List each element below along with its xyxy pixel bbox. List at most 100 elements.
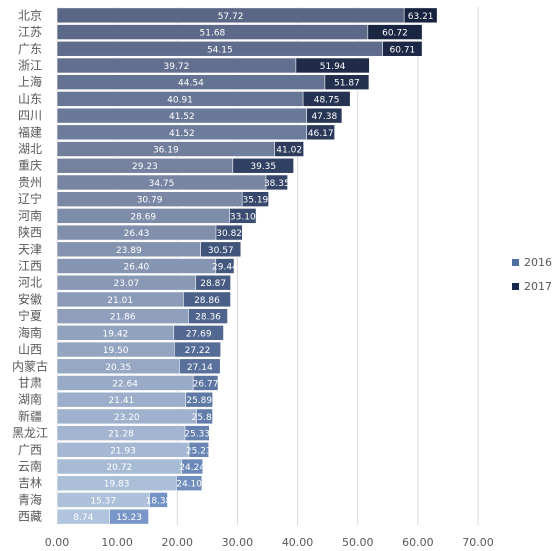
bar-2016 <box>56 325 175 341</box>
data-label-2017: 28.36 <box>195 313 221 323</box>
data-label-2016: 26.40 <box>124 263 150 273</box>
x-tick-label: 60.00 <box>402 536 434 549</box>
bar-2016 <box>56 7 405 24</box>
data-label-2017: 51.87 <box>334 79 360 89</box>
data-label-2017: 29.44 <box>212 263 238 273</box>
bar-2016 <box>56 391 187 408</box>
data-label-2017: 39.35 <box>250 162 276 172</box>
category-label: 云南 <box>18 459 42 474</box>
bar-2016 <box>56 191 243 207</box>
data-label-2017: 25.23 <box>186 446 212 456</box>
x-tick-label: 70.00 <box>462 536 494 549</box>
category-label: 湖南 <box>18 392 42 407</box>
data-label-2017: 46.17 <box>308 129 334 139</box>
data-label-2017: 33.10 <box>230 212 256 222</box>
data-label-2016: 23.07 <box>113 279 139 289</box>
bar-2016 <box>56 124 308 141</box>
data-label-2016: 21.86 <box>110 313 136 323</box>
category-label: 内蒙古 <box>12 358 48 373</box>
data-label-2016: 57.72 <box>218 12 244 22</box>
data-label-2017: 26.77 <box>193 379 219 389</box>
bar-2016 <box>56 291 184 308</box>
data-label-2016: 20.35 <box>105 363 131 373</box>
category-label: 福建 <box>18 124 42 139</box>
data-label-2017: 41.02 <box>276 146 302 156</box>
legend-label: 2017 <box>524 280 552 293</box>
category-labels: 北京江苏广东浙江上海山东四川福建湖北重庆贵州辽宁河南陕西天津江西河北安徽宁夏海南… <box>12 8 48 523</box>
data-label-2016: 20.72 <box>106 463 132 473</box>
data-label-2016: 51.68 <box>200 29 226 39</box>
bar-2016 <box>56 508 110 525</box>
x-tick-label: 10.00 <box>101 536 133 549</box>
category-label: 安徽 <box>18 291 42 306</box>
data-label-2016: 44.54 <box>178 79 204 89</box>
data-label-2016: 41.52 <box>169 112 195 122</box>
category-label: 江苏 <box>18 25 42 39</box>
data-label-2016: 36.19 <box>153 146 179 156</box>
data-label-2017: 48.75 <box>314 95 340 105</box>
category-label: 山西 <box>18 343 42 357</box>
data-label-2017: 63.21 <box>408 12 434 22</box>
data-label-2016: 40.91 <box>167 95 193 105</box>
bar-2016 <box>56 408 197 425</box>
category-label: 宁夏 <box>18 308 42 323</box>
data-label-2016: 30.79 <box>137 196 163 206</box>
bar-2016 <box>56 308 189 324</box>
bar-2016 <box>56 57 297 74</box>
data-label-2016: 23.20 <box>114 413 140 423</box>
category-label: 天津 <box>18 242 42 256</box>
data-label-2017: 27.14 <box>187 363 213 373</box>
data-label-2017: 30.57 <box>208 246 234 256</box>
x-tick-label: 20.00 <box>162 536 194 549</box>
data-label-2017: 28.87 <box>200 279 226 289</box>
data-label-2016: 8.74 <box>73 513 93 523</box>
bar-2016 <box>56 341 175 358</box>
bar-2016 <box>56 24 369 40</box>
data-label-2017: 25.89 <box>186 396 212 406</box>
data-label-2016: 26.43 <box>124 229 150 239</box>
category-label: 重庆 <box>18 159 42 173</box>
data-label-2016: 19.50 <box>103 346 129 356</box>
bar-2016 <box>56 475 177 492</box>
category-label: 西藏 <box>18 510 42 524</box>
bar-2016 <box>56 358 180 375</box>
bar-2016 <box>56 40 383 57</box>
data-label-2016: 21.28 <box>108 430 134 440</box>
category-label: 青海 <box>18 492 42 507</box>
category-label: 贵州 <box>18 175 42 189</box>
data-label-2017: 35.19 <box>243 196 269 206</box>
data-label-2016: 39.72 <box>164 62 190 72</box>
data-label-2016: 41.52 <box>169 129 195 139</box>
category-label: 黑龙江 <box>12 426 48 440</box>
bar-2016 <box>56 492 150 508</box>
data-label-2016: 21.93 <box>110 446 136 456</box>
data-label-2017: 28.86 <box>194 296 220 306</box>
category-label: 北京 <box>18 8 42 22</box>
legend-swatch <box>512 259 519 266</box>
data-label-2016: 19.42 <box>103 329 129 339</box>
legend-label: 2016 <box>524 256 552 269</box>
data-label-2017: 15.23 <box>116 513 142 523</box>
bar-2016 <box>56 442 190 458</box>
data-label-2017: 51.94 <box>320 62 346 72</box>
data-label-2017: 25.33 <box>184 430 210 440</box>
data-label-2016: 19.83 <box>104 480 130 490</box>
category-label: 山东 <box>18 92 42 106</box>
bar-2016 <box>56 375 194 391</box>
category-label: 江西 <box>18 259 42 273</box>
data-label-2017: 24.10 <box>176 480 202 490</box>
bar-2016 <box>56 208 230 224</box>
category-label: 河南 <box>18 208 42 223</box>
data-label-2016: 15.37 <box>90 496 116 506</box>
bars: 57.72 63.21 51.68 60.72 54.15 60.71 39.72 51.94… <box>56 7 438 525</box>
bar-2016 <box>56 425 186 441</box>
bar-2016 <box>56 91 304 107</box>
bar-2016 <box>56 224 217 241</box>
data-label-2016: 28.69 <box>130 212 156 222</box>
bar-2016 <box>56 258 217 274</box>
bar-2016 <box>56 157 234 174</box>
data-label-2017: 47.38 <box>311 112 337 122</box>
category-label: 广东 <box>18 42 42 56</box>
category-label: 浙江 <box>18 58 42 72</box>
